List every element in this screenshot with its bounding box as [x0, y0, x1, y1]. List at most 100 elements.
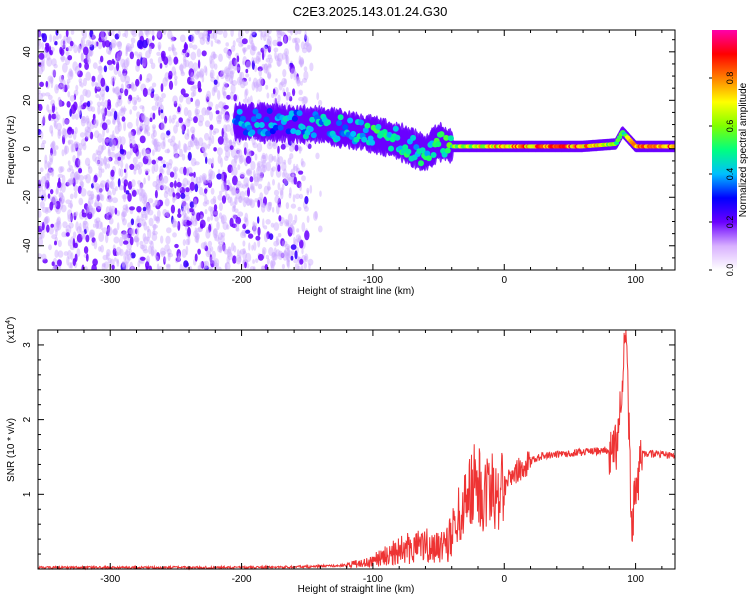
noise-cell — [187, 236, 191, 246]
noise-cell — [88, 205, 93, 211]
noise-cell — [75, 211, 79, 216]
noise-cell — [96, 186, 100, 193]
noise-cell — [95, 94, 100, 98]
noise-cell — [155, 96, 162, 101]
noise-cell — [224, 66, 230, 75]
noise-cell — [235, 196, 238, 206]
noise-cell — [90, 207, 96, 215]
noise-cell — [68, 222, 74, 229]
noise-cell — [296, 73, 299, 81]
noise-cell — [272, 88, 276, 95]
noise-cell — [117, 121, 122, 132]
noise-cell — [115, 186, 118, 192]
noise-cell — [216, 119, 222, 125]
noise-cell — [115, 51, 121, 62]
noise-cell — [282, 250, 288, 261]
noise-cell — [100, 31, 105, 39]
noise-cell — [249, 186, 255, 191]
noise-cell — [194, 107, 199, 116]
noise-cell — [233, 94, 237, 102]
noise-cell — [82, 220, 88, 226]
noise-cell — [252, 225, 257, 232]
noise-cell — [221, 195, 227, 204]
noise-cell — [144, 124, 150, 133]
noise-cell — [294, 30, 298, 36]
noise-cell — [227, 252, 233, 261]
noise-cell — [102, 254, 109, 261]
noise-cell — [70, 30, 75, 35]
noise-cell — [165, 161, 169, 169]
noise-cell — [172, 114, 177, 120]
noise-cell — [235, 189, 242, 200]
noise-cell — [286, 252, 289, 261]
noise-cell — [294, 144, 299, 152]
noise-cell — [290, 68, 297, 75]
noise-cell — [306, 215, 310, 223]
noise-cell — [194, 183, 199, 193]
noise-cell — [51, 103, 56, 114]
noise-cell — [87, 211, 93, 220]
noise-cell — [104, 100, 109, 108]
noise-cell — [242, 184, 247, 189]
noise-cell — [104, 162, 108, 170]
noise-cell — [174, 168, 177, 175]
noise-cell — [192, 90, 197, 97]
noise-cell — [185, 187, 190, 193]
noise-cell — [55, 35, 59, 40]
noise-cell — [245, 182, 249, 187]
noise-cell — [103, 65, 108, 73]
noise-cell — [257, 57, 261, 63]
noise-cell — [139, 244, 145, 250]
noise-cell — [144, 149, 151, 160]
noise-cell — [260, 78, 266, 86]
noise-cell — [301, 248, 304, 255]
noise-cell — [204, 120, 211, 128]
noise-cell — [145, 147, 152, 154]
noise-cell — [136, 54, 143, 59]
noise-cell — [166, 148, 170, 154]
noise-cell — [66, 179, 72, 186]
noise-cell — [286, 253, 291, 263]
noise-cell — [59, 198, 65, 204]
spectrogram-marks — [38, 30, 675, 270]
noise-cell — [128, 94, 133, 102]
noise-cell — [142, 192, 148, 203]
noise-cell — [155, 184, 160, 191]
noise-cell — [183, 93, 189, 98]
noise-cell — [110, 208, 114, 217]
noise-cell — [224, 111, 230, 121]
noise-cell — [148, 47, 152, 52]
noise-cell — [217, 136, 224, 145]
noise-cell — [142, 115, 147, 123]
noise-cell — [72, 212, 78, 217]
noise-cell — [283, 78, 287, 85]
noise-cell — [275, 78, 278, 83]
noise-cell — [52, 265, 56, 270]
track-cell — [295, 129, 302, 136]
noise-cell — [242, 98, 249, 104]
noise-cell — [240, 80, 246, 89]
noise-cell — [80, 82, 84, 88]
noise-cell — [38, 185, 44, 192]
noise-cell — [151, 164, 155, 174]
noise-cell — [205, 66, 208, 77]
noise-cell — [242, 47, 248, 52]
noise-cell — [91, 183, 94, 189]
noise-cell — [242, 197, 247, 208]
noise-cell — [235, 222, 240, 232]
noise-cell — [313, 211, 318, 221]
noise-cell — [290, 203, 297, 209]
snr-scale-exponent: 4 — [5, 320, 12, 324]
noise-cell — [152, 224, 158, 229]
noise-cell — [146, 225, 150, 233]
noise-cell — [251, 244, 254, 251]
noise-cell — [115, 101, 119, 108]
noise-cell — [47, 193, 51, 199]
noise-cell — [266, 202, 272, 212]
noise-cell — [144, 168, 151, 173]
noise-cell — [139, 240, 144, 246]
noise-cell — [253, 241, 257, 251]
noise-cell — [257, 183, 263, 190]
noise-cell — [307, 258, 314, 266]
noise-cell — [61, 231, 67, 238]
